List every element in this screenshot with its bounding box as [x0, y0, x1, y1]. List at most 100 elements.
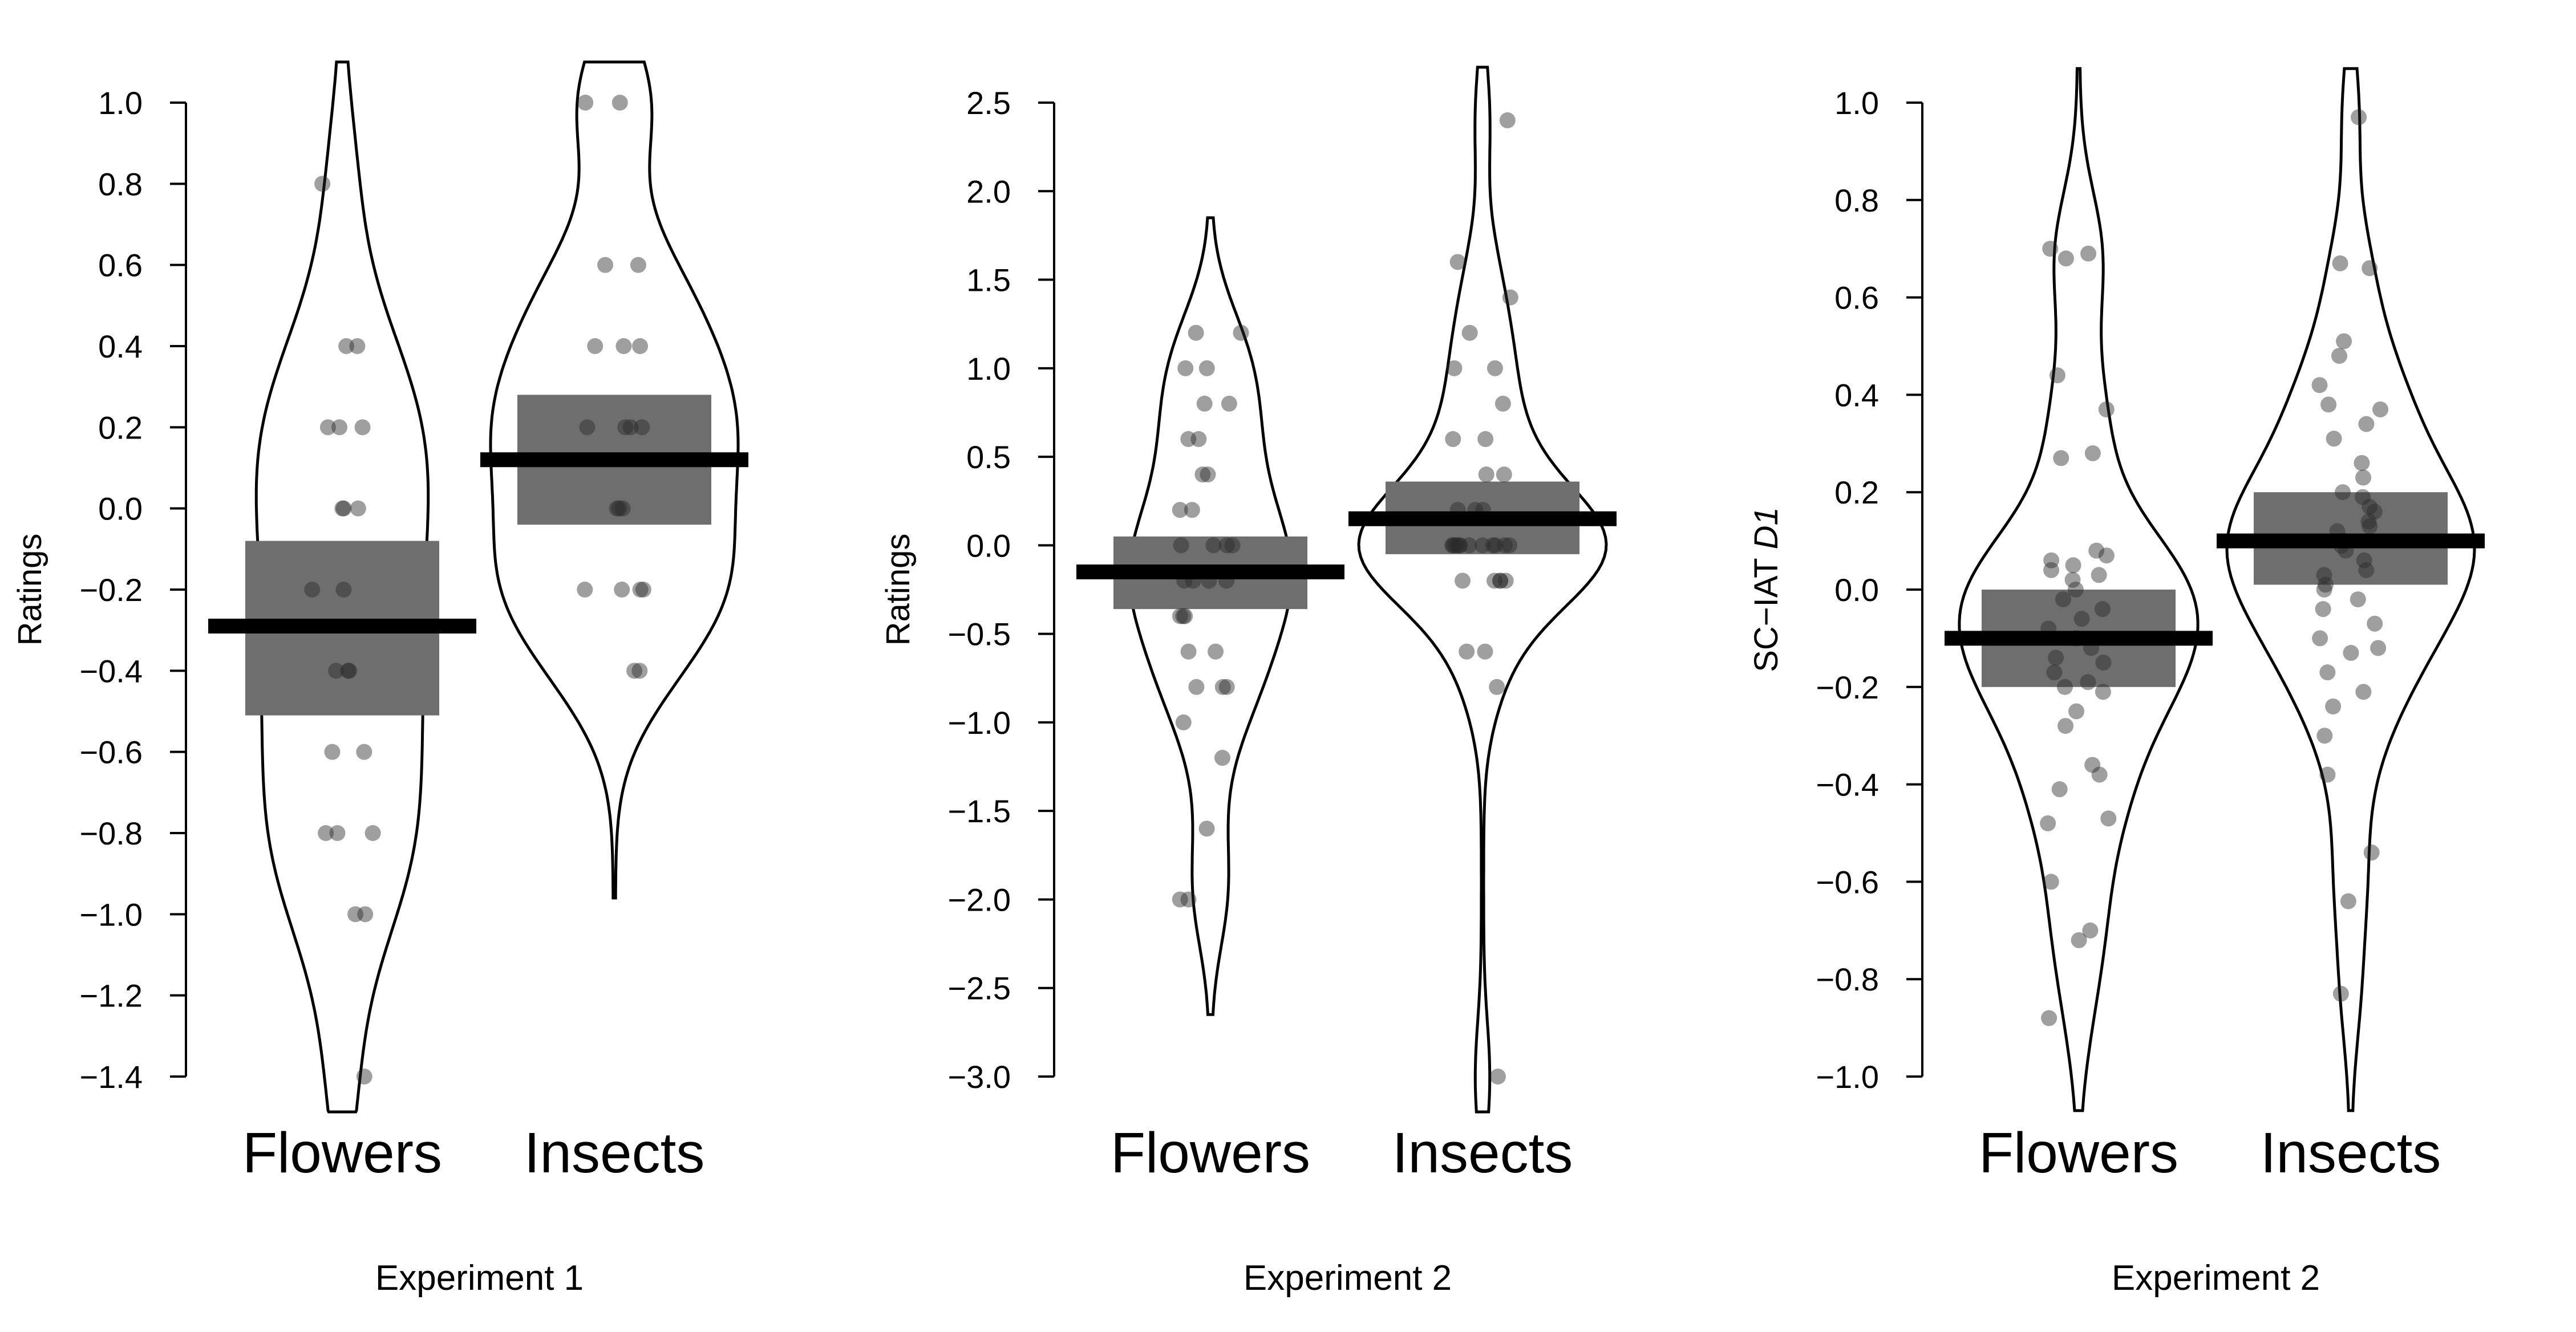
data-point — [331, 419, 348, 436]
data-point — [2057, 718, 2074, 734]
data-point — [1461, 324, 1478, 341]
y-tick-label: 2.0 — [966, 173, 1011, 209]
data-point — [2319, 664, 2336, 681]
data-point — [2332, 255, 2348, 271]
data-point — [611, 500, 627, 517]
data-point — [2065, 557, 2081, 574]
data-point — [2355, 489, 2371, 505]
violin-insects — [489, 60, 740, 900]
data-point — [1459, 643, 1475, 660]
data-point — [2055, 591, 2072, 608]
data-point — [1214, 750, 1230, 766]
data-point — [622, 419, 639, 436]
y-tick-label: 0.0 — [98, 491, 143, 527]
data-point — [2360, 513, 2377, 530]
data-point — [314, 176, 331, 192]
data-point — [1478, 466, 1494, 483]
data-point — [2100, 810, 2117, 827]
data-point — [2098, 401, 2115, 418]
data-point — [350, 500, 366, 517]
y-tick-label: 1.0 — [966, 351, 1011, 387]
data-point — [349, 338, 366, 354]
data-point — [1190, 431, 1207, 448]
y-tick-label: −0.2 — [79, 572, 143, 608]
data-point — [328, 663, 345, 679]
data-point — [1180, 431, 1197, 448]
data-point — [1173, 537, 1189, 554]
data-point — [2358, 416, 2375, 432]
y-tick-label: 1.0 — [98, 85, 143, 121]
data-point — [597, 257, 614, 273]
data-point — [1501, 537, 1518, 554]
y-tick-label: −0.5 — [947, 616, 1011, 652]
data-point — [1233, 324, 1249, 341]
data-point — [1175, 608, 1192, 624]
y-tick-label: −3.0 — [947, 1059, 1011, 1095]
chart-panel-3: Flowers Insects −1.0 −0.8 −0.6 −0.4 −0.2 0.0 0.2… — [1748, 67, 2485, 1298]
y-tick-label: 0.4 — [1834, 377, 1879, 413]
data-point — [2067, 582, 2084, 598]
y-axis-label: SC−IAT D1 — [1748, 507, 1785, 672]
y-tick-label: 0.8 — [1834, 182, 1879, 218]
data-point — [634, 419, 650, 436]
data-point — [1180, 643, 1197, 660]
data-point — [2317, 576, 2334, 593]
data-point — [1485, 537, 1501, 554]
data-point — [2088, 542, 2105, 559]
data-point — [357, 906, 374, 923]
data-point — [2372, 401, 2389, 418]
data-point — [2048, 649, 2064, 666]
data-point — [2064, 571, 2081, 588]
data-point — [1496, 466, 1512, 483]
data-point — [2326, 431, 2342, 447]
y-tick-label: 2.5 — [966, 85, 1011, 121]
y-tick-label: −0.8 — [79, 815, 143, 851]
data-point — [579, 419, 596, 436]
data-point — [335, 500, 352, 517]
data-point — [1489, 679, 1505, 695]
panel-title: Experiment 1 — [375, 1258, 584, 1298]
y-tick-label: −0.2 — [1816, 669, 1879, 705]
panel-title: Experiment 2 — [1244, 1258, 1452, 1298]
data-point — [2095, 684, 2111, 700]
data-point — [2051, 781, 2068, 798]
data-point — [2335, 484, 2351, 501]
data-point — [1177, 608, 1193, 624]
data-point — [1200, 466, 1216, 483]
data-point — [2056, 679, 2073, 695]
y-tick-label: 0.6 — [98, 247, 143, 283]
data-point — [2094, 601, 2111, 618]
data-point — [1198, 821, 1215, 837]
y-tick-label: −0.6 — [1816, 864, 1879, 900]
data-point — [2366, 503, 2383, 520]
data-point — [1477, 431, 1494, 448]
data-point — [329, 825, 346, 841]
data-point — [577, 582, 593, 598]
data-point — [2043, 562, 2060, 578]
data-point — [2084, 445, 2101, 461]
data-point — [2370, 640, 2387, 656]
panel-title: Experiment 2 — [2112, 1258, 2320, 1298]
data-point — [614, 500, 631, 517]
data-point — [1446, 360, 1463, 376]
chart-panel-1: Flowers Insects −1.4 −1.2 −1.0 −0.8 −0.6 −0.4 −0… — [11, 60, 748, 1298]
y-tick-label: 0.2 — [98, 409, 143, 445]
data-point — [347, 906, 364, 923]
category-label: Insects — [524, 1121, 705, 1185]
data-point — [2316, 582, 2332, 598]
data-point — [1494, 395, 1511, 412]
data-point — [1487, 537, 1504, 554]
data-point — [1214, 679, 1231, 695]
y-axis-label: Ratings — [880, 534, 917, 646]
data-point — [2312, 630, 2328, 647]
category-label: Insects — [2261, 1121, 2441, 1185]
data-point — [2049, 367, 2065, 384]
y-tick-label: −1.4 — [79, 1059, 143, 1095]
data-point — [1499, 112, 1516, 129]
data-point — [2340, 893, 2356, 909]
y-tick-label: 0.4 — [98, 328, 143, 364]
violin-flowers — [1128, 216, 1293, 1016]
data-point — [1451, 537, 1468, 554]
data-point — [2043, 874, 2059, 890]
violin-flowers — [254, 60, 430, 1114]
